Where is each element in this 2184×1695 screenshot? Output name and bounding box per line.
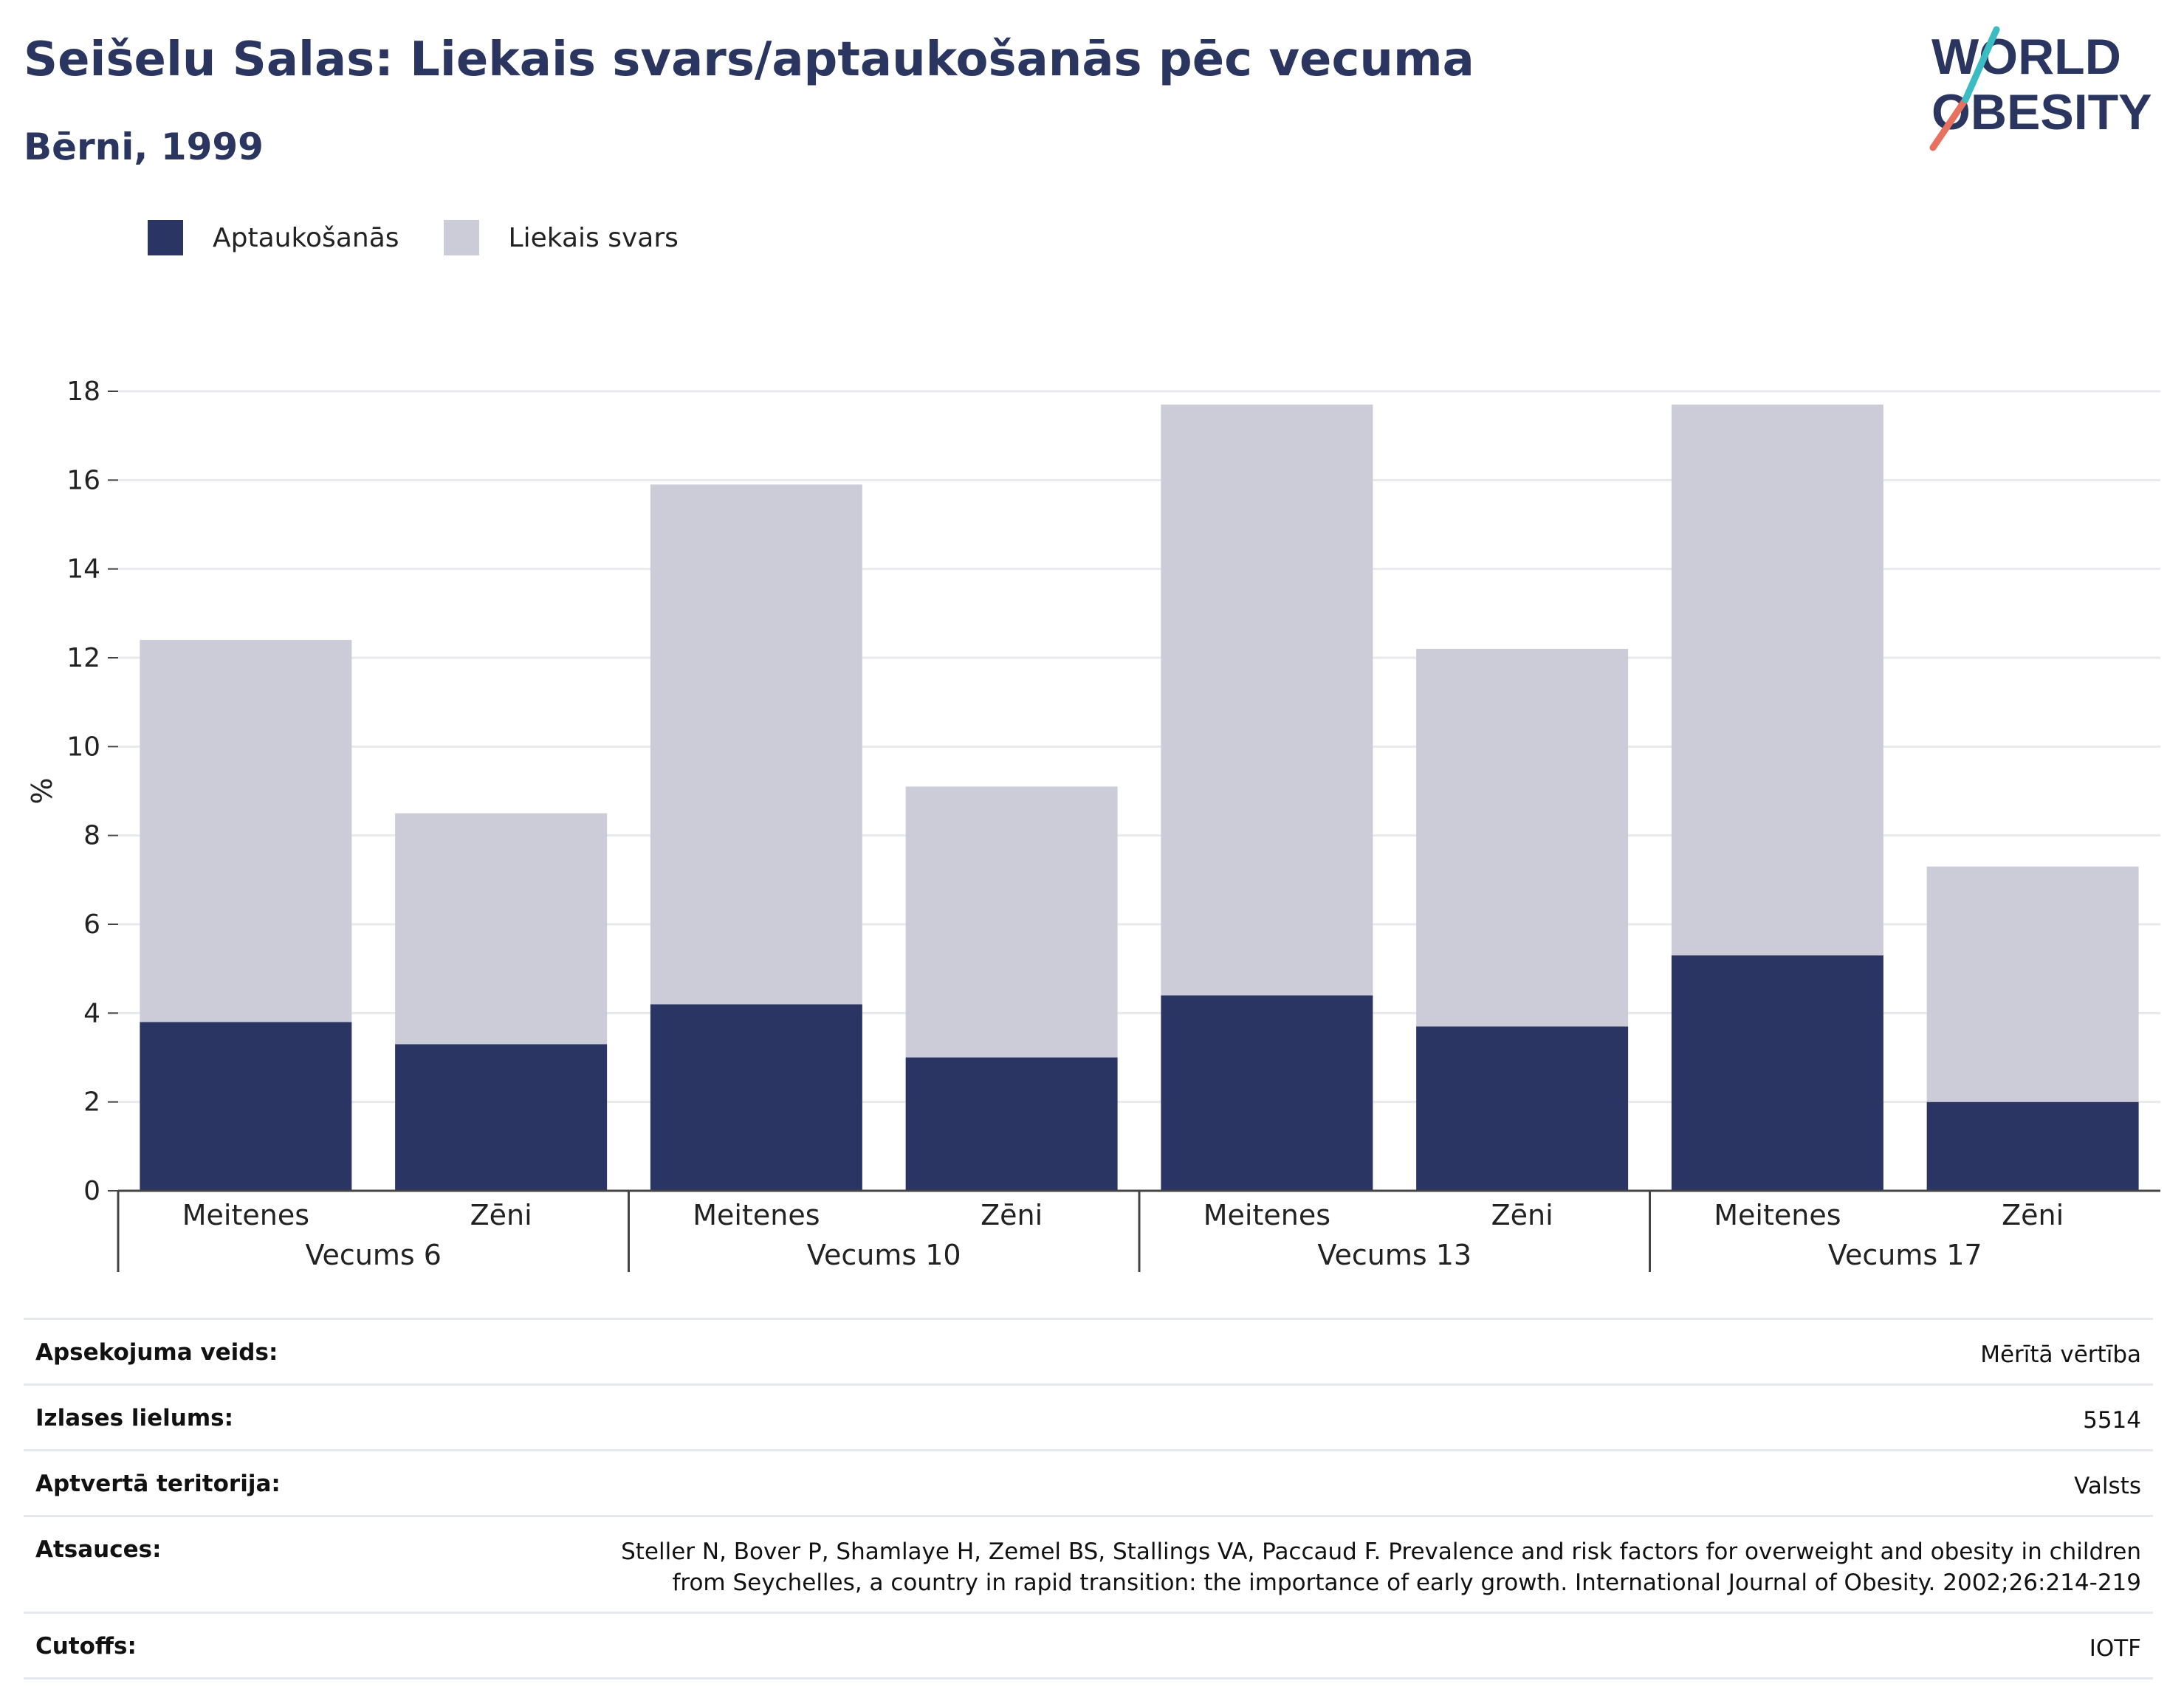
metadata-table: Apsekojuma veids: Mērītā vērtība Izlases… [24,1318,2153,1679]
meta-label: Izlases lielums: [35,1405,233,1431]
y-tick-label: 18 [66,377,100,407]
bar-obesity [140,1022,352,1191]
meta-row: Atsauces: Steller N, Bover P, Shamlaye H… [24,1515,2153,1612]
bar-obesity [395,1044,608,1191]
logo-line1: WORLD [1931,29,2121,85]
bar-obesity [1416,1026,1629,1191]
y-tick-label: 4 [83,998,100,1028]
meta-value: Steller N, Bover P, Shamlaye H, Zemel BS… [621,1538,2141,1596]
meta-label: Apsekojuma veids: [35,1339,278,1366]
logo-line2: OBESITY [1931,84,2152,140]
x-tick-label: Zēni [2002,1199,2064,1231]
bar-overweight [1926,866,2139,1102]
y-tick-label: 16 [66,465,100,495]
bar-overweight [1416,648,1629,1027]
legend-label-overweight: Liekais svars [508,222,679,253]
meta-row: Aptvertā teritorija: Valsts [24,1449,2153,1515]
legend-label-obesity: Aptaukošanās [213,222,399,253]
group-label: Vecums 6 [306,1239,442,1271]
x-tick-label: Zēni [981,1199,1043,1231]
x-tick-label: Meitenes [1203,1199,1330,1231]
meta-value: Mērītā vērtība [1980,1341,2141,1368]
bar-obesity [1926,1101,2139,1191]
group-label: Vecums 17 [1828,1239,1982,1271]
bar-obesity [1671,955,1883,1191]
legend-swatch-overweight [443,220,479,255]
bar-obesity [650,1004,862,1191]
bar-overweight [1161,405,1373,996]
x-tick-label: Meitenes [182,1199,309,1231]
legend-item-overweight: Liekais svars [443,220,679,255]
bar-overweight [650,484,862,1005]
chart-subtitle: Bērni, 1999 [24,126,264,168]
legend-item-obesity: Aptaukošanās [148,220,399,255]
bar-overweight [905,786,1118,1058]
world-obesity-logo: WORLD OBESITY [1929,26,2152,151]
y-tick-label: 10 [66,732,100,762]
meta-label: Atsauces: [35,1536,162,1563]
y-axis-label: % [26,777,58,804]
logo-slash-lower [1929,96,1969,151]
bar-overweight [140,639,352,1022]
group-label: Vecums 13 [1317,1239,1472,1271]
bar-obesity [1161,995,1373,1191]
y-tick-label: 6 [83,910,100,940]
y-tick-label: 12 [66,643,100,673]
group-label: Vecums 10 [807,1239,961,1271]
stacked-bar-chart: 0 2 4 6 8 10 12 14 16 18% Meitenes Zēni Meitenes Zēni… [26,377,2160,1272]
bar-overweight [395,813,608,1045]
chart-legend: Aptaukošanās Liekais svars [148,220,723,255]
x-tick-label: Meitenes [1714,1199,1841,1231]
x-tick-label: Meitenes [693,1199,820,1231]
y-tick-label: 14 [66,554,100,585]
x-tick-label: Zēni [470,1199,532,1231]
bar-obesity [905,1057,1118,1191]
meta-label: Cutoffs: [35,1633,137,1660]
meta-value: IOTF [2089,1635,2141,1662]
chart-title: Seišelu Salas: Liekais svars/aptaukošanā… [24,32,1474,87]
bar-overweight [1671,405,1883,956]
y-tick-label: 0 [83,1176,100,1206]
y-tick-label: 2 [83,1087,100,1118]
x-tick-label: Zēni [1491,1199,1553,1231]
meta-label: Aptvertā teritorija: [35,1471,281,1497]
logo-slash-upper [1962,26,2000,103]
meta-row: Cutoffs: IOTF [24,1612,2153,1679]
meta-value: Valsts [2074,1473,2141,1499]
legend-swatch-obesity [148,220,183,255]
y-tick-label: 8 [83,821,100,851]
meta-row: Apsekojuma veids: Mērītā vērtība [24,1318,2153,1383]
meta-value: 5514 [2083,1407,2141,1434]
meta-row: Izlases lielums: 5514 [24,1383,2153,1449]
